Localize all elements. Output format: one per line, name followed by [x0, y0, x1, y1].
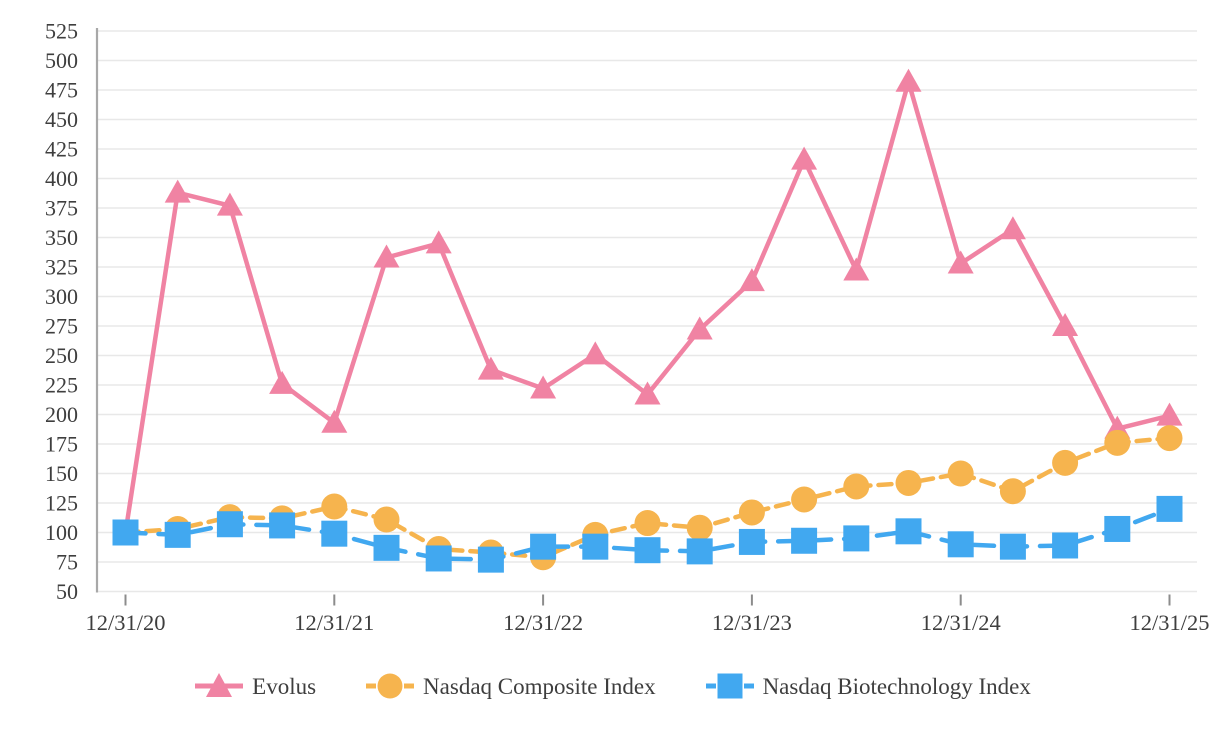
legend-item-nasdaq-composite: Nasdaq Composite Index	[366, 671, 656, 701]
y-tick-label: 100	[45, 520, 78, 545]
x-tick-label: 12/31/24	[921, 610, 1001, 635]
y-tick-label: 375	[45, 196, 78, 221]
nasdaq-composite-circle-marker-icon	[366, 673, 415, 699]
y-tick-label: 50	[56, 579, 78, 604]
x-tick-label: 12/31/25	[1129, 610, 1209, 635]
x-tick-labels: 12/31/20 12/31/21 12/31/22 12/31/23 12/31/24…	[85, 610, 1209, 635]
y-tick-label: 500	[45, 48, 78, 73]
legend-item-evolus: Evolus	[195, 671, 316, 701]
y-tick-label: 150	[45, 461, 78, 486]
y-tick-label: 200	[45, 402, 78, 427]
y-tick-label: 125	[45, 491, 78, 516]
y-tick-label: 300	[45, 284, 78, 309]
y-tick-label: 400	[45, 166, 78, 191]
x-tick-label: 12/31/23	[712, 610, 792, 635]
y-tick-label: 175	[45, 432, 78, 457]
y-tick-label: 450	[45, 107, 78, 132]
stock-performance-line-chart: 50 75 100 125 150 175 200 225 250 275 300 325 350 375…	[45, 19, 1210, 636]
chart-legend: Evolus Nasdaq Composite Index Nasdaq Bio…	[0, 671, 1226, 701]
y-tick-label: 425	[45, 137, 78, 162]
legend-label-nasdaq-composite: Nasdaq Composite Index	[423, 673, 656, 699]
y-tick-label: 325	[45, 255, 78, 280]
series-evolus	[112, 68, 1183, 543]
y-tick-label: 275	[45, 314, 78, 339]
y-tick-label: 525	[45, 19, 78, 44]
y-tick-label: 350	[45, 225, 78, 250]
series-nasdaq-biotechnology-index	[112, 495, 1183, 573]
legend-label-evolus: Evolus	[252, 673, 317, 699]
y-tick-label: 250	[45, 343, 78, 368]
x-tick-label: 12/31/20	[85, 610, 165, 635]
nasdaq-biotech-square-marker-icon	[705, 673, 754, 699]
y-tick-label: 475	[45, 78, 78, 103]
evolus-triangle-marker-icon	[195, 673, 244, 697]
x-tick-label: 12/31/21	[294, 610, 374, 635]
y-tick-label: 225	[45, 373, 78, 398]
x-tick-label: 12/31/22	[503, 610, 583, 635]
legend-item-nasdaq-biotech: Nasdaq Biotechnology Index	[705, 671, 1031, 701]
x-tick-marks	[124, 594, 1171, 606]
legend-label-nasdaq-biotech: Nasdaq Biotechnology Index	[762, 673, 1031, 699]
y-tick-labels: 50 75 100 125 150 175 200 225 250 275 300 325 350 375…	[45, 19, 78, 605]
y-tick-label: 75	[56, 550, 78, 575]
